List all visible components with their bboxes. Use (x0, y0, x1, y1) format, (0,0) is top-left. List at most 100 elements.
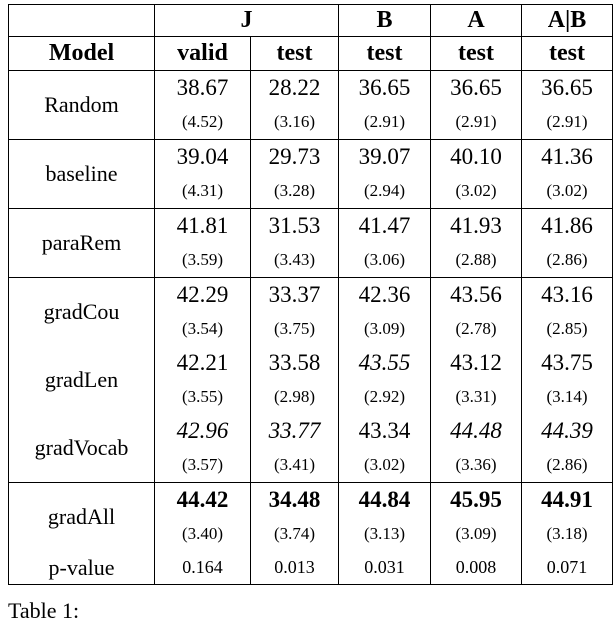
std-cell: (3.02) (521, 174, 613, 209)
std-cell: (3.36) (430, 448, 522, 483)
std-row: (4.31) (3.28) (2.94) (3.02) (3.02) (9, 174, 613, 209)
std-cell: (2.86) (521, 243, 613, 278)
value-cell: 40.10 (430, 139, 522, 174)
group-header: A (430, 4, 522, 37)
value-cell: 44.42 (154, 482, 251, 517)
std-cell: (3.18) (521, 517, 613, 551)
column-header: test (430, 36, 522, 71)
value-cell: 44.91 (521, 482, 613, 517)
model-name: gradVocab (8, 414, 155, 483)
value-cell: 36.65 (521, 70, 613, 105)
value-cell: 41.36 (521, 139, 613, 174)
std-cell: (2.91) (338, 105, 431, 140)
model-name: gradAll (8, 482, 155, 551)
column-header: valid (154, 36, 251, 71)
value-cell: 39.04 (154, 139, 251, 174)
value-cell: 41.86 (521, 208, 613, 243)
column-header: test (250, 36, 339, 71)
std-cell: (2.85) (521, 312, 613, 346)
value-cell: 43.16 (521, 277, 613, 312)
value-cell: 41.93 (430, 208, 522, 243)
std-cell: (3.43) (250, 243, 339, 278)
std-cell: (4.31) (154, 174, 251, 209)
std-cell: (2.91) (521, 105, 613, 140)
std-cell: (3.31) (430, 380, 522, 414)
model-name: Random (8, 70, 155, 140)
value-cell: 43.55 (338, 346, 431, 380)
value-row: paraRem 41.81 31.53 41.47 41.93 41.86 (8, 208, 613, 278)
std-cell: (2.91) (430, 105, 522, 140)
empty-cell (8, 4, 155, 37)
value-row: gradCou 42.29 33.37 42.36 43.56 43.16 (8, 277, 613, 346)
std-cell: (2.98) (250, 380, 339, 414)
value-row: Random 38.67 28.22 36.65 36.65 36.65 (8, 70, 613, 140)
value-cell: 34.48 (250, 482, 339, 517)
std-cell: (3.06) (338, 243, 431, 278)
value-cell: 0.031 (338, 551, 431, 585)
std-cell: (3.16) (250, 105, 339, 140)
std-cell: (3.59) (154, 243, 251, 278)
model-name: gradCou (8, 277, 155, 346)
std-cell: (3.40) (154, 517, 251, 551)
model-name: p-value (8, 551, 155, 585)
value-cell: 33.58 (250, 346, 339, 380)
model-name: gradLen (8, 346, 155, 414)
value-cell: 36.65 (430, 70, 522, 105)
value-cell: 42.21 (154, 346, 251, 380)
value-cell: 33.37 (250, 277, 339, 312)
value-cell: 43.34 (338, 414, 431, 448)
value-cell: 33.77 (250, 414, 339, 448)
std-cell: (3.74) (250, 517, 339, 551)
value-row: p-value 0.164 0.013 0.031 0.008 0.071 (8, 551, 613, 585)
value-cell: 44.39 (521, 414, 613, 448)
std-cell: (2.92) (338, 380, 431, 414)
group-header: J (154, 4, 339, 37)
model-name: baseline (8, 139, 155, 209)
column-header: test (521, 36, 613, 71)
std-cell: (3.02) (430, 174, 522, 209)
value-cell: 31.53 (250, 208, 339, 243)
column-header: test (338, 36, 431, 71)
value-cell: 41.81 (154, 208, 251, 243)
value-cell: 36.65 (338, 70, 431, 105)
value-cell: 42.29 (154, 277, 251, 312)
std-cell: (3.09) (338, 312, 431, 346)
std-row: (3.57) (3.41) (3.02) (3.36) (2.86) (9, 448, 613, 483)
std-cell: (3.57) (154, 448, 251, 483)
std-cell: (3.55) (154, 380, 251, 414)
value-cell: 43.56 (430, 277, 522, 312)
value-cell: 44.84 (338, 482, 431, 517)
std-cell: (4.52) (154, 105, 251, 140)
std-cell: (2.88) (430, 243, 522, 278)
value-cell: 0.013 (250, 551, 339, 585)
value-cell: 42.36 (338, 277, 431, 312)
value-cell: 45.95 (430, 482, 522, 517)
std-row: (3.54) (3.75) (3.09) (2.78) (2.85) (9, 312, 613, 346)
std-row: (3.55) (2.98) (2.92) (3.31) (3.14) (9, 380, 613, 414)
value-row: baseline 39.04 29.73 39.07 40.10 41.36 (8, 139, 613, 209)
value-row: gradVocab 42.96 33.77 43.34 44.48 44.39 (8, 414, 613, 483)
std-cell: (2.78) (430, 312, 522, 346)
header-row: Model valid test test test test (8, 36, 613, 71)
value-cell: 38.67 (154, 70, 251, 105)
value-row: gradAll 44.42 34.48 44.84 45.95 44.91 (8, 482, 613, 551)
value-cell: 43.12 (430, 346, 522, 380)
results-table: J B A A|B Model valid test test test test Ra… (8, 4, 613, 585)
std-cell: (3.02) (338, 448, 431, 483)
model-header: Model (8, 36, 155, 71)
std-row: (3.59) (3.43) (3.06) (2.88) (2.86) (9, 243, 613, 278)
value-row: gradLen 42.21 33.58 43.55 43.12 43.75 (8, 346, 613, 414)
std-row: (3.40) (3.74) (3.13) (3.09) (3.18) (9, 517, 613, 551)
header-row: J B A A|B (8, 4, 613, 37)
value-cell: 28.22 (250, 70, 339, 105)
value-cell: 39.07 (338, 139, 431, 174)
value-cell: 29.73 (250, 139, 339, 174)
value-cell: 43.75 (521, 346, 613, 380)
std-cell: (3.41) (250, 448, 339, 483)
value-cell: 42.96 (154, 414, 251, 448)
std-cell: (3.09) (430, 517, 522, 551)
std-row: (4.52) (3.16) (2.91) (2.91) (2.91) (9, 105, 613, 140)
group-header: A|B (521, 4, 613, 37)
std-cell: (3.54) (154, 312, 251, 346)
